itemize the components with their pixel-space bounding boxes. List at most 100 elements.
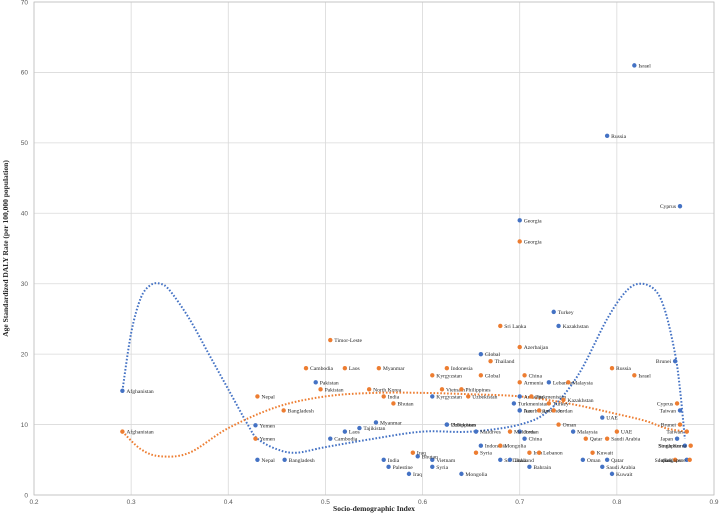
x-tick-label: 0.4 [224, 499, 233, 506]
point-label: Armenia [524, 394, 544, 400]
point-blue [604, 133, 610, 139]
point-orange [551, 408, 556, 413]
point-orange [498, 443, 503, 448]
point-orange [255, 394, 260, 399]
point-orange [444, 366, 450, 371]
point-orange [517, 380, 522, 385]
point-label: Afghanistan [126, 429, 154, 436]
point-label: Thailand [514, 458, 534, 464]
point-label: Turkey [558, 310, 574, 316]
point-label: Bahrain [533, 465, 551, 471]
x-tick-label: 0.6 [418, 499, 427, 506]
point-orange [527, 450, 532, 455]
point-blue [551, 309, 556, 315]
point-label: Pakistan [320, 380, 339, 386]
point-blue [357, 425, 362, 431]
point-label: UAE [621, 430, 633, 436]
chart-grid [33, 1, 715, 496]
point-blue [674, 436, 680, 441]
point-label: Global [485, 352, 501, 358]
point-label: Cambodia [334, 437, 358, 443]
point-label: Singapore [663, 458, 686, 464]
point-label: Oman [587, 458, 601, 464]
data-points: Afghanistan Bangladesh Nepal Yemen Pakistan T… [120, 63, 693, 478]
point-label: Yemen [259, 423, 275, 429]
point-orange [281, 408, 286, 413]
point-orange [381, 394, 386, 399]
trend-lines [121, 282, 686, 458]
point-label: Timor-Leste [334, 338, 362, 344]
x-axis-title: Socio-demographic Index [333, 504, 415, 513]
point-label: Laos [349, 366, 360, 372]
point-label: Vietnam [446, 387, 466, 393]
point-blue [600, 464, 605, 470]
point-orange [688, 443, 693, 448]
point-label: Malaysia [572, 380, 593, 386]
point-label: Kyrgyzstan [436, 394, 462, 400]
point-orange [517, 344, 522, 350]
point-blue [255, 457, 260, 462]
point-blue [328, 436, 333, 441]
point-label: Qatar [590, 437, 603, 443]
point-label: Qatar [611, 458, 624, 464]
point-label: UAE [606, 416, 618, 422]
point-label: Uzbekistan [472, 394, 497, 400]
point-blue [373, 420, 379, 425]
point-orange [430, 373, 435, 378]
point-orange [609, 366, 615, 371]
point-blue [511, 401, 517, 406]
x-tick-label: 0.9 [709, 499, 718, 506]
point-blue [609, 471, 615, 477]
y-tick-label: 60 [21, 70, 29, 77]
point-label: Indonesia [451, 366, 473, 372]
point-label: Pakistan [325, 387, 344, 393]
point-blue [430, 464, 435, 470]
point-blue [406, 471, 412, 477]
point-label: Armenia [524, 380, 544, 386]
point-label: China [529, 373, 543, 379]
point-label: Myanmar [383, 366, 405, 372]
trendline-blue [121, 282, 686, 454]
point-label: Azerbaijan [524, 408, 549, 414]
point-orange [546, 401, 552, 406]
point-label: Israel [638, 63, 651, 69]
point-orange [536, 450, 542, 455]
point-label: Laos [349, 430, 360, 436]
y-tick-label: 50 [21, 140, 29, 147]
x-tick-label: 0.5 [321, 499, 330, 506]
point-label: Jordan [524, 430, 539, 436]
point-label: Cambodia [310, 366, 334, 372]
point-label: Vietnam [436, 458, 456, 464]
x-tick-label: 0.3 [127, 499, 136, 506]
point-label: Nepal [261, 458, 275, 464]
point-label: Sri Lanka [504, 458, 526, 464]
point-orange [342, 366, 348, 371]
point-label: Myanmar [380, 420, 402, 426]
point-blue [498, 457, 503, 462]
point-blue [556, 323, 561, 329]
point-label: Lebanon [553, 380, 573, 386]
point-label: China [529, 437, 543, 443]
point-label: Iraq [417, 451, 426, 457]
point-label: Indonesia [485, 444, 507, 450]
point-label: Maldives [514, 430, 535, 436]
point-orange [687, 457, 692, 462]
point-label: Syria [436, 465, 448, 471]
point-blue [632, 63, 637, 68]
point-label: Yemen [259, 437, 275, 443]
point-blue [517, 429, 522, 434]
point-blue [120, 388, 125, 393]
point-label: Sri Lanka [504, 324, 526, 330]
y-tick-label: 10 [21, 422, 29, 429]
plot-frame [33, 1, 715, 496]
point-blue [473, 429, 479, 434]
point-label: Oman [563, 423, 577, 429]
point-orange [439, 387, 445, 392]
point-label: Iraq [413, 472, 422, 478]
point-blue [381, 457, 386, 462]
point-orange [318, 387, 323, 392]
point-orange [556, 422, 561, 427]
point-label: Japan [658, 458, 671, 464]
point-blue [522, 436, 527, 441]
point-label: India [388, 458, 400, 464]
